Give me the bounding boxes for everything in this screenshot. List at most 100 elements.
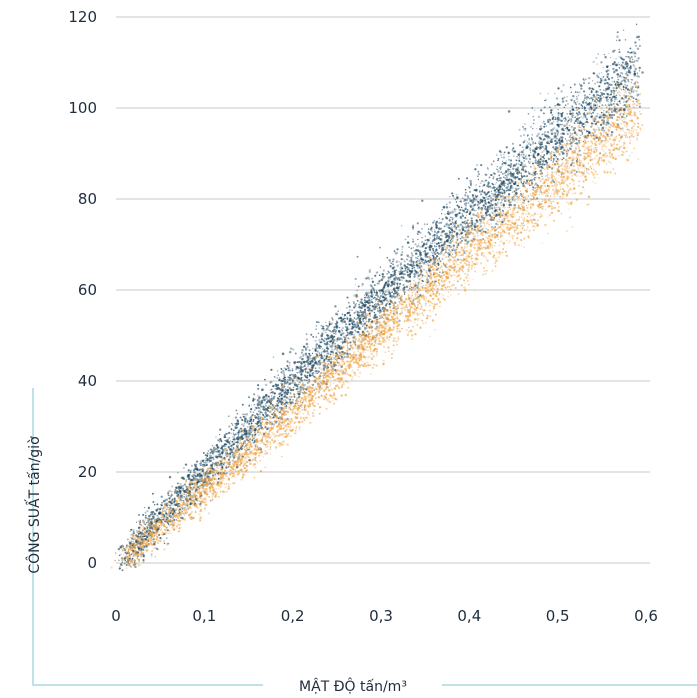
data-point — [509, 173, 510, 174]
data-point — [532, 149, 534, 151]
data-point — [354, 329, 356, 331]
data-point — [595, 57, 597, 59]
data-point — [468, 202, 470, 204]
data-point — [407, 241, 410, 244]
data-point — [173, 501, 175, 503]
data-point — [616, 64, 618, 66]
data-point — [583, 80, 585, 82]
data-point — [260, 409, 262, 411]
data-point — [310, 363, 312, 365]
data-point — [625, 56, 627, 58]
data-point — [351, 331, 353, 333]
data-point — [215, 461, 217, 463]
data-point — [368, 311, 369, 312]
data-point — [435, 226, 438, 229]
data-point — [509, 182, 511, 184]
data-point — [626, 115, 628, 117]
data-point — [578, 146, 579, 147]
data-point — [244, 418, 247, 421]
data-point — [492, 195, 494, 197]
data-point — [591, 115, 593, 117]
data-point — [570, 133, 571, 134]
data-point — [499, 151, 501, 153]
data-point — [589, 98, 590, 99]
data-point — [611, 90, 613, 92]
data-point — [543, 150, 544, 151]
data-point — [281, 398, 282, 399]
data-point — [196, 464, 197, 465]
data-point — [401, 251, 403, 253]
data-point — [600, 61, 603, 64]
data-point — [495, 187, 496, 188]
data-point — [390, 278, 392, 280]
data-point — [367, 302, 368, 303]
data-point — [315, 367, 317, 369]
data-point — [297, 372, 299, 374]
data-point — [206, 475, 207, 476]
data-point — [554, 118, 556, 120]
data-point — [456, 201, 457, 202]
data-point — [323, 329, 326, 332]
data-point — [471, 229, 473, 231]
data-point — [455, 215, 458, 218]
data-point — [609, 97, 611, 99]
data-point — [484, 200, 485, 201]
data-point — [304, 379, 306, 381]
data-point — [253, 398, 254, 399]
data-point — [278, 378, 280, 380]
data-point — [511, 197, 512, 198]
data-point — [579, 154, 582, 157]
data-point — [469, 198, 471, 200]
data-point — [530, 158, 531, 159]
data-point — [583, 141, 584, 142]
data-point — [508, 110, 511, 113]
data-point — [620, 75, 621, 76]
data-point — [578, 127, 579, 128]
data-point — [333, 333, 334, 334]
data-point — [188, 469, 190, 471]
data-point — [277, 370, 278, 371]
data-point — [307, 357, 309, 359]
data-point — [334, 343, 336, 345]
data-point — [464, 226, 466, 228]
data-point — [180, 490, 182, 492]
data-point — [374, 304, 375, 305]
data-point — [206, 464, 208, 466]
data-point — [382, 275, 385, 278]
data-point — [398, 261, 399, 262]
data-point — [375, 317, 376, 318]
data-point — [457, 198, 458, 199]
data-point — [460, 216, 461, 217]
data-point — [312, 353, 313, 354]
data-point — [336, 329, 338, 331]
data-point — [596, 74, 598, 76]
data-point — [472, 196, 475, 199]
data-point — [528, 113, 530, 115]
data-point — [288, 392, 289, 393]
data-point — [388, 277, 390, 279]
data-point — [478, 179, 479, 180]
data-point — [444, 214, 446, 216]
data-point — [254, 409, 256, 411]
data-point — [374, 314, 375, 315]
data-point — [213, 463, 215, 465]
data-point — [520, 162, 522, 164]
data-point — [546, 150, 548, 152]
data-point — [361, 338, 363, 340]
data-point — [155, 556, 156, 557]
data-point — [289, 369, 290, 370]
data-point — [320, 335, 323, 338]
data-point — [516, 160, 517, 161]
data-point — [563, 118, 565, 120]
data-point — [639, 106, 641, 108]
data-point — [554, 155, 555, 156]
data-point — [155, 548, 156, 549]
data-point — [436, 255, 438, 257]
data-point — [532, 162, 534, 164]
data-point — [210, 455, 211, 456]
data-point — [611, 111, 613, 113]
data-point — [131, 534, 133, 536]
data-point — [312, 336, 314, 338]
data-point — [592, 80, 593, 81]
data-point — [228, 425, 230, 427]
